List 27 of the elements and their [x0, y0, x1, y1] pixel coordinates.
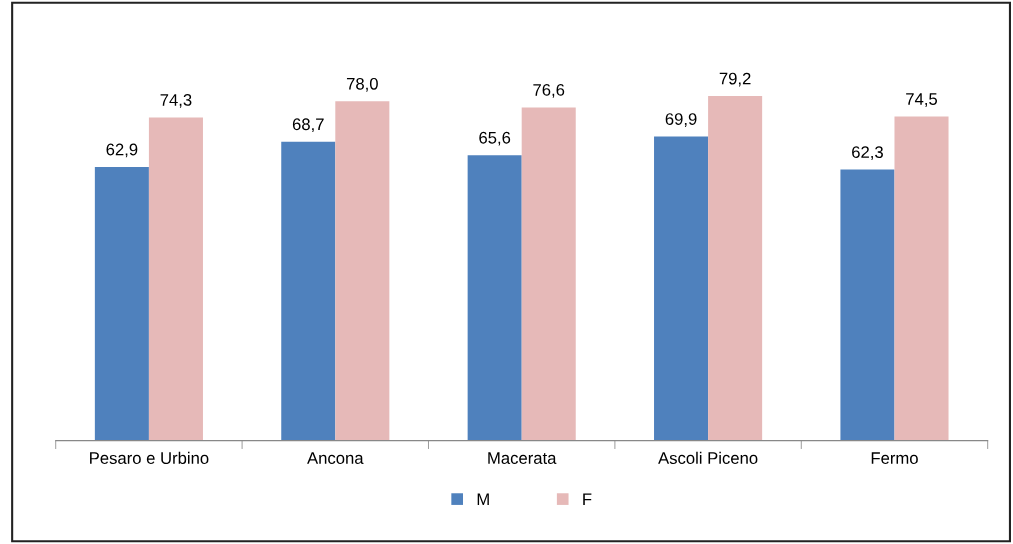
bar: [94, 167, 149, 441]
bar: [467, 155, 522, 441]
data-label: 62,3: [852, 146, 883, 160]
x-tick-label: Pesaro e Urbino: [90, 451, 209, 464]
data-label: 74,3: [160, 93, 192, 108]
data-label: 65,6: [479, 131, 511, 146]
bar: [840, 169, 895, 441]
x-tick-label: Macerata: [488, 452, 557, 464]
bar: [894, 116, 949, 441]
data-label: 79,2: [719, 72, 751, 87]
bar: [708, 96, 763, 441]
data-label: 78,0: [346, 77, 378, 92]
legend-label: F: [583, 493, 592, 505]
bar: [281, 141, 336, 441]
data-label: 74,5: [906, 93, 938, 107]
bar: [335, 101, 390, 441]
legend-label: M: [477, 493, 489, 505]
data-label: 76,6: [533, 83, 565, 98]
x-tick-label: Fermo: [871, 452, 918, 464]
data-label: 69,9: [665, 113, 697, 127]
x-tick-label: Ascoli Piceno: [658, 451, 758, 464]
bar: [654, 136, 709, 441]
data-label: 62,9: [106, 143, 138, 158]
bar: [148, 117, 203, 441]
x-tick-label: Ancona: [307, 452, 364, 464]
data-label: 68,7: [292, 118, 324, 133]
bar: [521, 107, 576, 441]
